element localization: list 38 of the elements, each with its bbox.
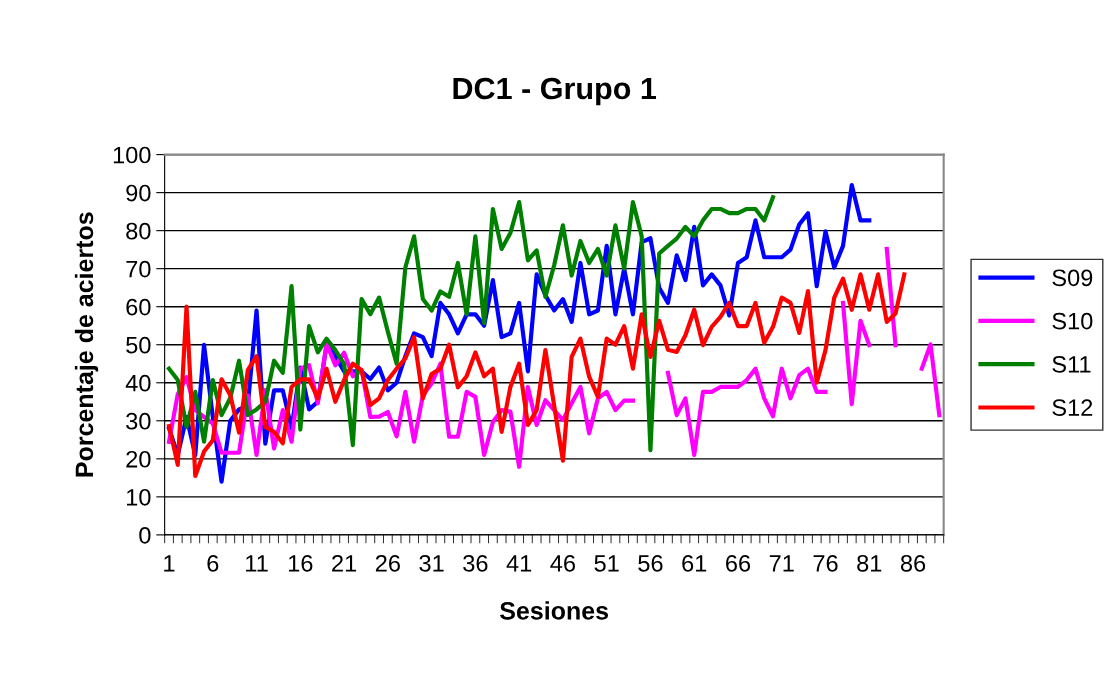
x-tick-label: 46 <box>550 554 576 572</box>
y-tick-label: 20 <box>126 450 151 468</box>
line-series <box>166 195 776 453</box>
x-tick-label: 1 <box>164 555 175 572</box>
x-tick-label: 76 <box>813 554 838 572</box>
legend-label: S11 <box>1052 355 1091 373</box>
x-tick-label: 61 <box>682 554 707 572</box>
legend-label: S10 <box>1052 312 1093 330</box>
line-series <box>166 272 907 479</box>
y-tick-label: 70 <box>126 260 151 278</box>
y-tick-label: 10 <box>126 488 151 506</box>
y-tick-label: 30 <box>126 412 151 430</box>
y-tick-label: 0 <box>139 526 151 544</box>
x-tick-label: 11 <box>246 555 268 572</box>
y-tick-label: 60 <box>126 298 151 316</box>
x-tick-label: 41 <box>506 555 532 572</box>
y-tick-label: 40 <box>125 374 151 392</box>
legend-label: S12 <box>1052 399 1093 416</box>
x-axis-title: Sesiones <box>499 601 609 620</box>
x-tick-label: 71 <box>769 555 794 572</box>
legend-label: S09 <box>1052 269 1093 287</box>
x-tick-label: 66 <box>726 554 751 572</box>
y-tick-label: 80 <box>126 222 151 240</box>
x-tick-label: 26 <box>375 554 400 572</box>
y-tick-label: 100 <box>113 146 151 164</box>
x-tick-label: 86 <box>900 554 926 572</box>
x-tick-label: 51 <box>594 555 619 572</box>
x-tick-label: 16 <box>288 554 313 572</box>
x-tick-label: 56 <box>638 554 663 572</box>
y-tick-label: 50 <box>126 336 151 354</box>
chart-title: DC1 - Grupo 1 <box>453 77 657 106</box>
x-tick-label: 36 <box>463 554 488 572</box>
x-tick-label: 81 <box>857 554 882 572</box>
x-tick-label: 6 <box>207 554 219 572</box>
y-axis-title: Porcentaje de aciertos <box>74 212 99 477</box>
x-tick-label: 21 <box>332 554 357 572</box>
x-tick-label: 31 <box>419 554 444 572</box>
y-tick-label: 90 <box>126 184 151 202</box>
